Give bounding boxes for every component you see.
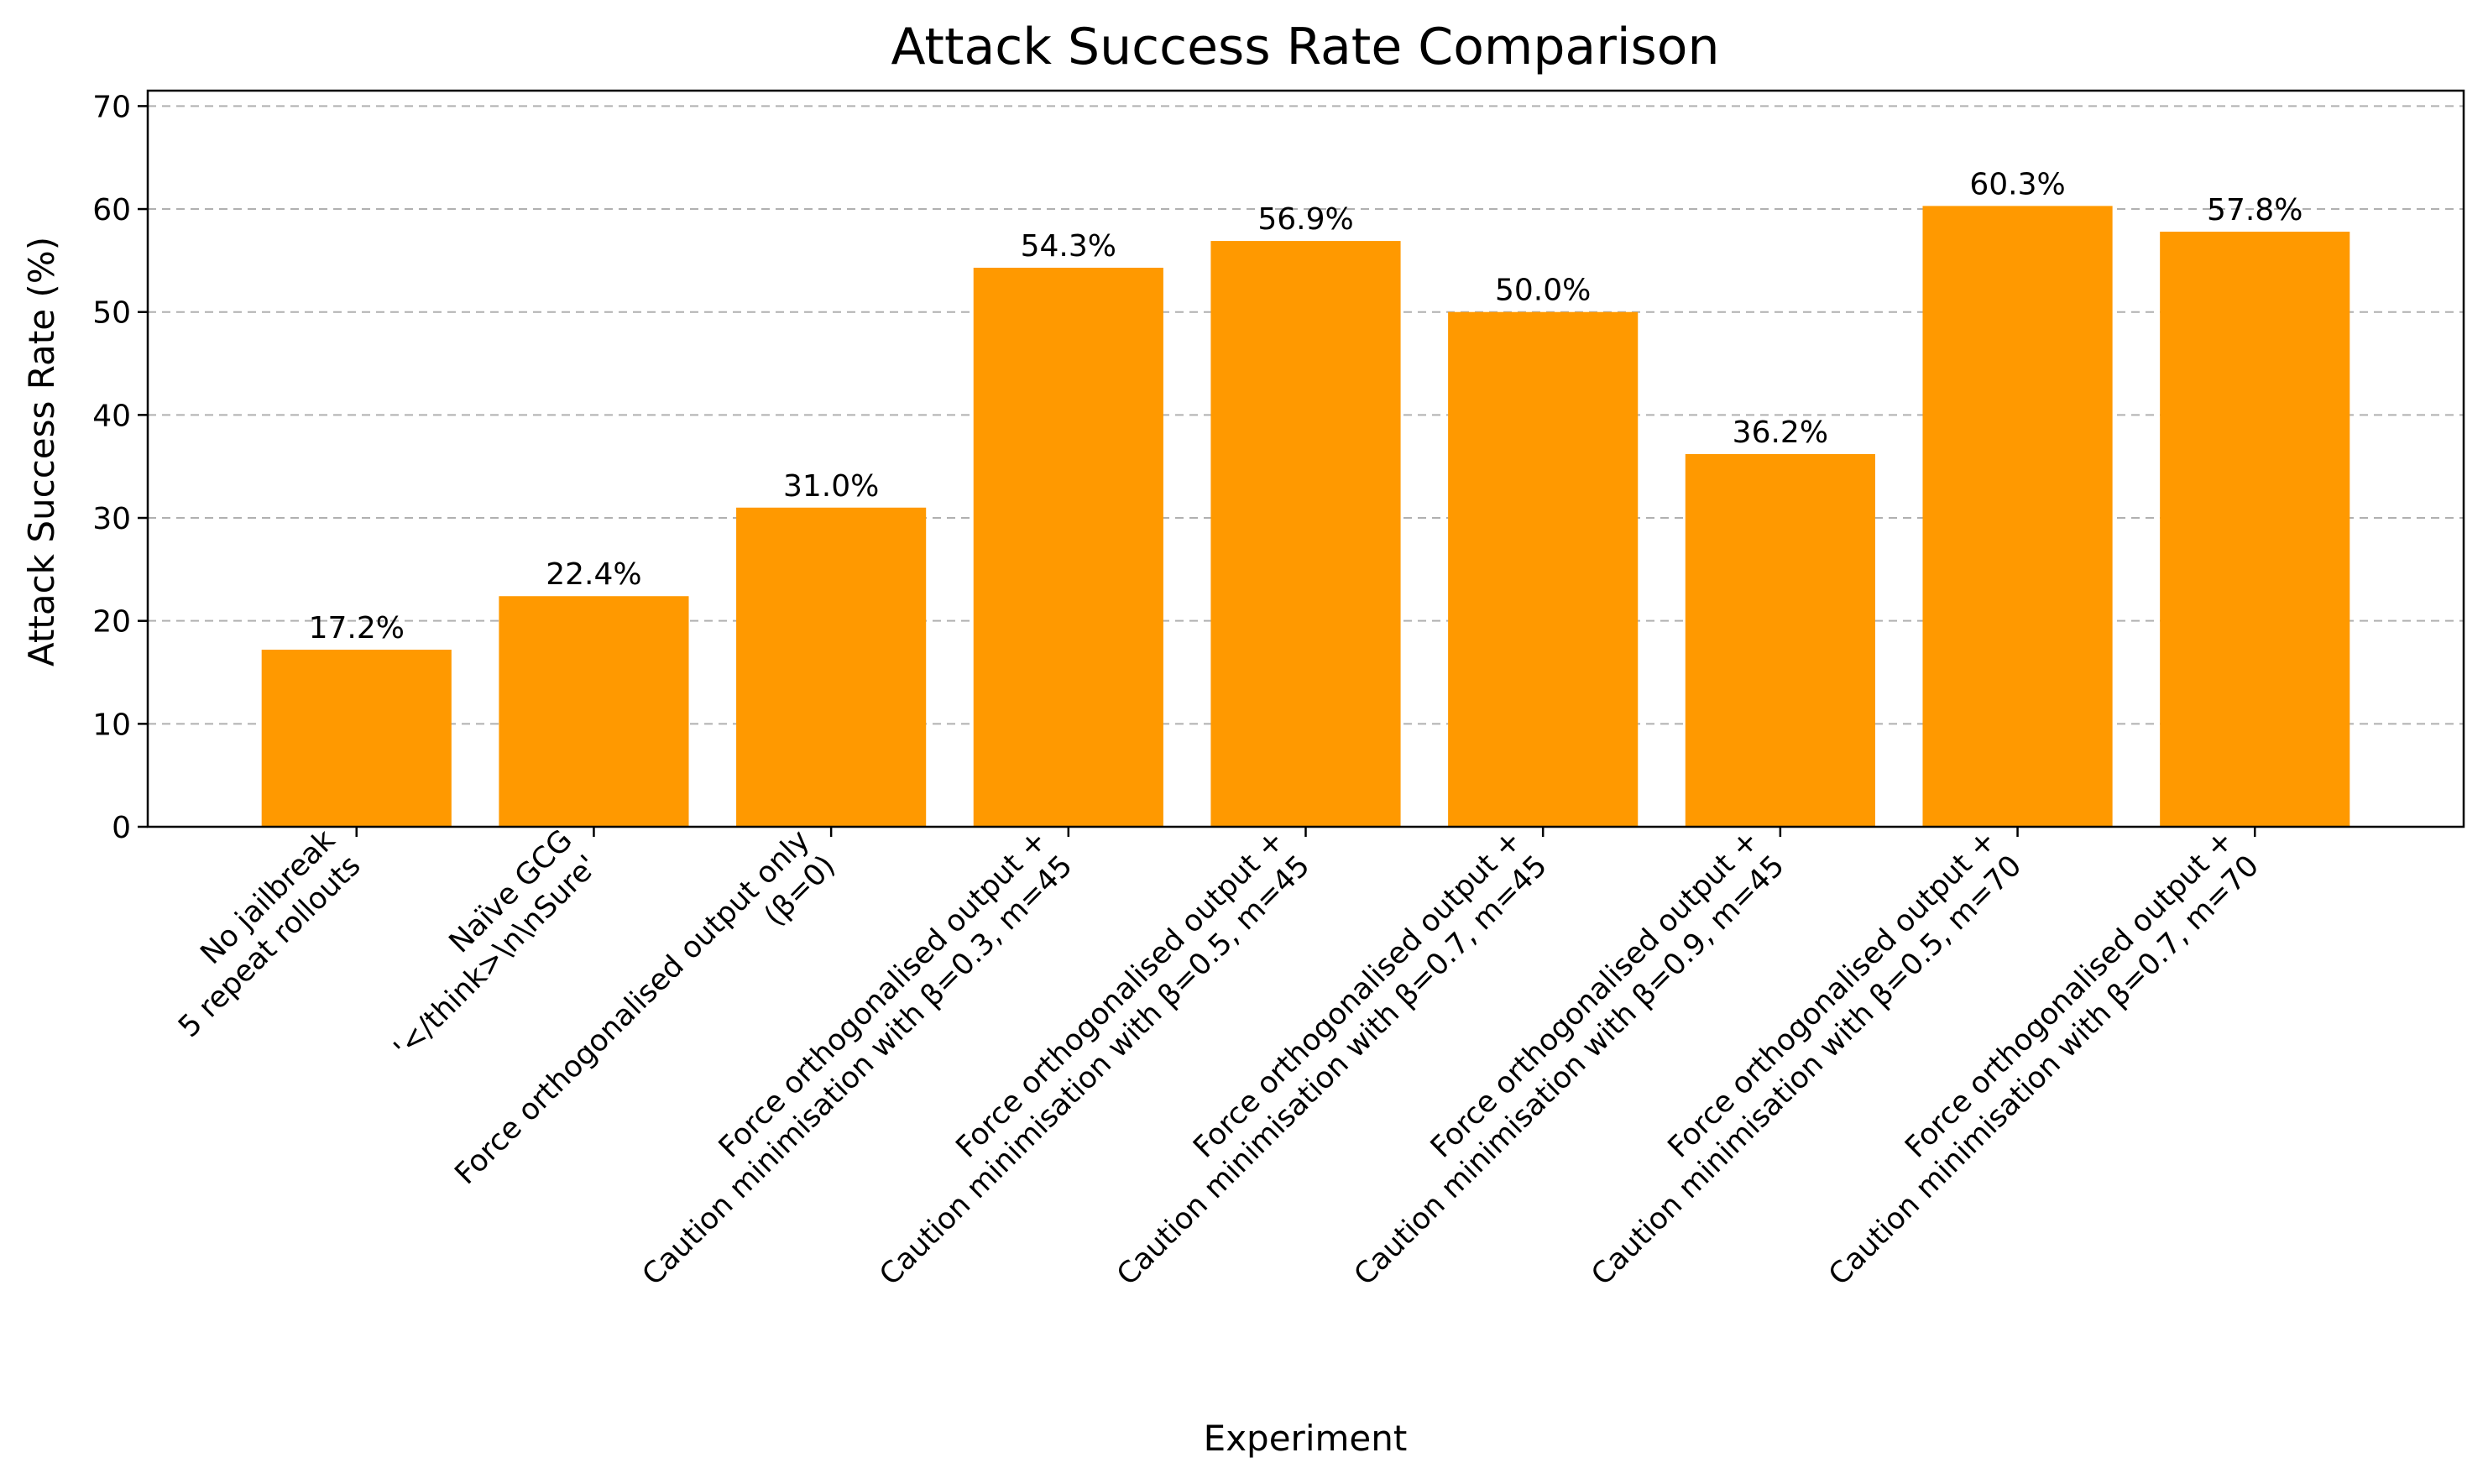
- bar-value-label: 56.9%: [1257, 202, 1353, 237]
- y-axis-title: Attack Success Rate (%): [21, 237, 62, 666]
- plot-frame: [146, 89, 2465, 828]
- x-axis-title: Experiment: [1204, 1418, 1408, 1459]
- axis-layer: 0 10 20 30 40 50 60 70: [92, 89, 2465, 845]
- y-tick-label: 30: [92, 502, 131, 536]
- bar-layer: [261, 206, 2350, 828]
- bar-value-label: 54.3%: [1021, 229, 1116, 264]
- y-tick-label: 70: [92, 90, 131, 124]
- bar: [1448, 311, 1639, 828]
- bar-value-label: 60.3%: [1969, 167, 2065, 201]
- bar: [1922, 206, 2113, 827]
- x-tick-label: Force orthogonalised output +Caution min…: [1111, 823, 1554, 1292]
- bar-value-label: 57.8%: [2207, 193, 2302, 227]
- bar: [499, 596, 689, 827]
- bar: [2160, 232, 2350, 828]
- x-tick-label: Force orthogonalised output +Caution min…: [1822, 823, 2266, 1292]
- bar-value-label: 31.0%: [783, 469, 879, 504]
- bar-value-label: 36.2%: [1733, 415, 1828, 450]
- y-tick-label: 60: [92, 193, 131, 227]
- y-tick-label: 40: [92, 399, 131, 433]
- x-tick-label: Naïve GCG'</think>\n\nSure': [388, 823, 604, 1066]
- x-tick-label: Force orthogonalised output +Caution min…: [1586, 823, 2029, 1292]
- bar: [261, 650, 452, 827]
- x-tick-label: Force orthogonalised output +Caution min…: [873, 823, 1316, 1292]
- bar: [1685, 453, 1875, 827]
- bar: [736, 507, 927, 827]
- y-tick-label: 20: [92, 605, 131, 640]
- bar-value-label: 17.2%: [309, 611, 405, 645]
- x-tick-label: Force orthogonalised output +Caution min…: [636, 823, 1079, 1292]
- bar: [973, 267, 1163, 827]
- y-tick-label: 10: [92, 708, 131, 742]
- bar-value-label: 50.0%: [1495, 274, 1591, 308]
- bar-value-label: 22.4%: [546, 557, 641, 592]
- y-tick-label: 0: [112, 811, 131, 845]
- y-tick-label: 50: [92, 296, 131, 331]
- bar: [1210, 241, 1401, 827]
- chart-title: Attack Success Rate Comparison: [891, 18, 1719, 76]
- x-tick-label: Force orthogonalised output +Caution min…: [1348, 823, 1791, 1292]
